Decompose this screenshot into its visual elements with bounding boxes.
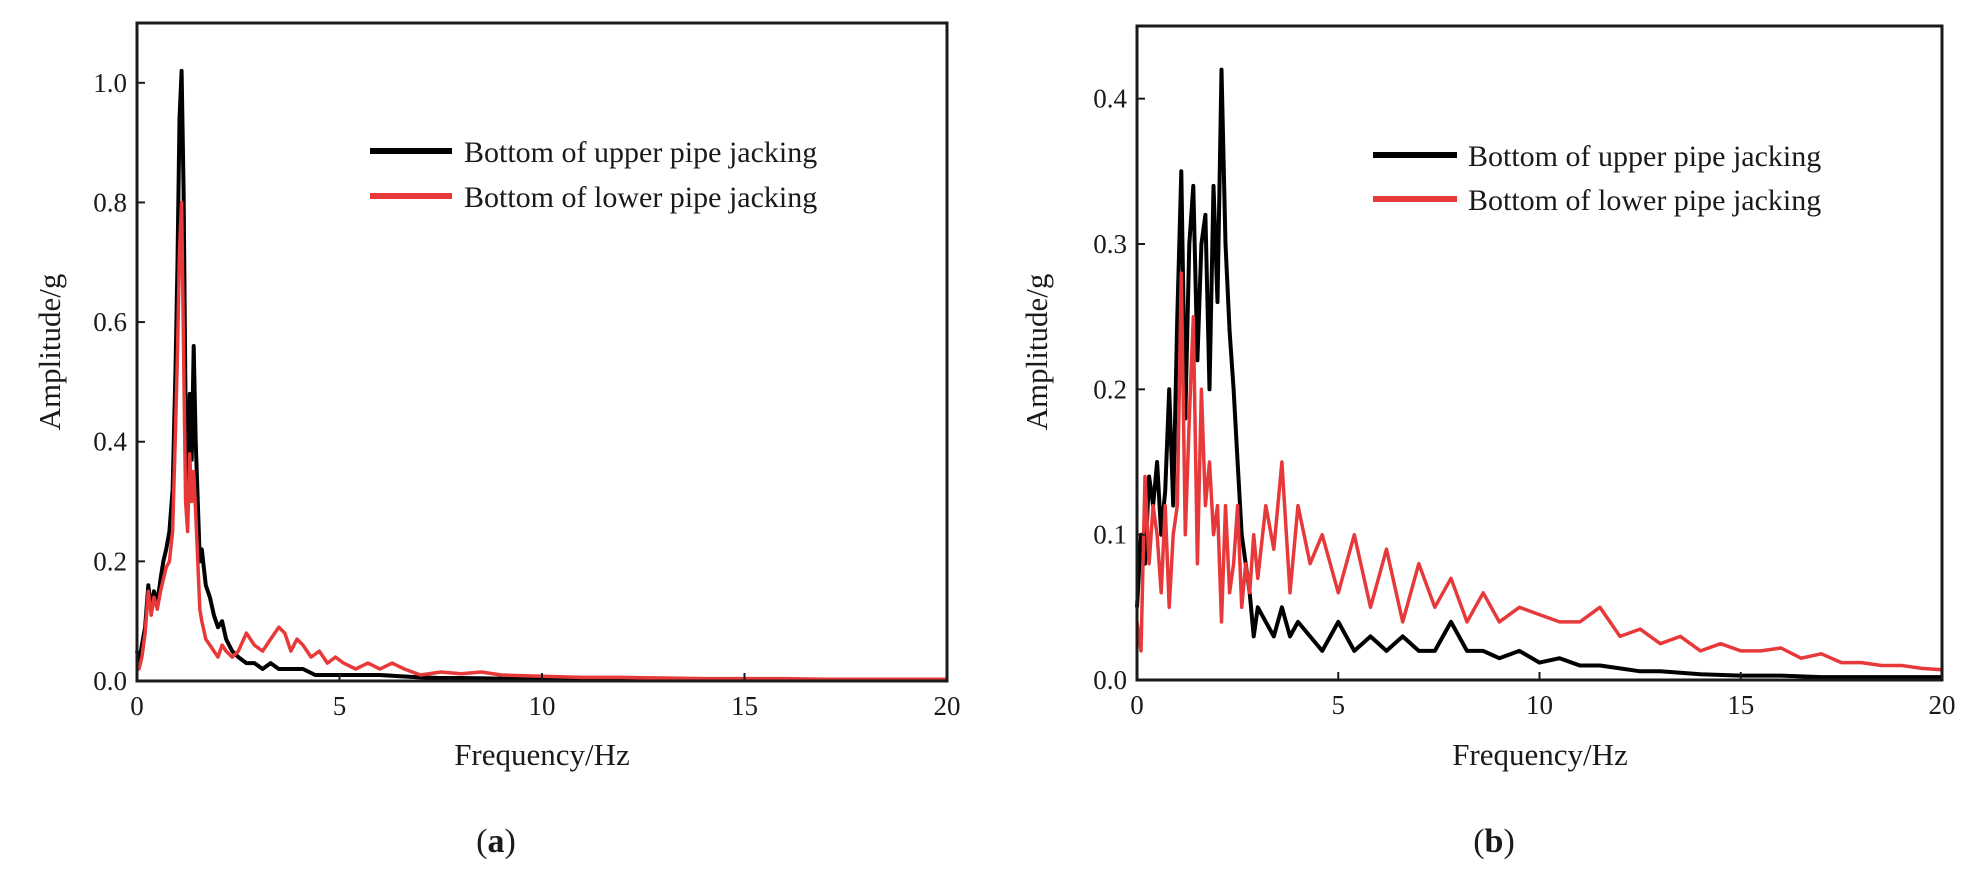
x-tick-label: 10: [1526, 690, 1553, 720]
x-tick-label: 15: [1727, 690, 1754, 720]
chart-panel-a: 0 5 10 15 20 0.0 0.2 0.4 0.6 0.8 1.0 Frequency/Hz…: [32, 21, 961, 860]
y-tick-label: 0.1: [1093, 520, 1127, 550]
y-tick-label: 0.3: [1093, 229, 1127, 259]
legend-label-lower: Bottom of lower pipe jacking: [464, 181, 817, 214]
x-tick-label: 0: [1130, 690, 1144, 720]
y-axis-title: Amplitude/g: [32, 274, 67, 431]
legend-label-upper: Bottom of upper pipe jacking: [1468, 140, 1821, 173]
plot-series-group: [135, 68, 947, 682]
y-tick-label: 0.6: [93, 307, 127, 337]
y-tick-label: 0.4: [1093, 84, 1127, 114]
x-tick-label: 5: [333, 691, 347, 721]
x-axis-title: Frequency/Hz: [454, 737, 630, 772]
x-tick-label: 15: [731, 691, 758, 721]
x-tick-label: 5: [1332, 690, 1346, 720]
y-tick-label: 0.2: [1093, 374, 1127, 404]
y-tick-label: 0.0: [93, 666, 127, 696]
panel-caption-a: (a): [476, 823, 516, 860]
x-axis-title: Frequency/Hz: [1452, 737, 1628, 772]
plot-frame: [135, 21, 949, 683]
y-axis-title: Amplitude/g: [1019, 274, 1054, 431]
series-line-upper: [135, 68, 947, 682]
legend-label-lower: Bottom of lower pipe jacking: [1468, 184, 1821, 217]
chart-panel-b: 0 5 10 15 20 0.0 0.1 0.2 0.3 0.4 Frequency/Hz Am…: [1019, 24, 1956, 860]
y-tick-label: 0.2: [93, 546, 127, 576]
x-tick-label: 0: [130, 691, 144, 721]
y-axis-ticks: 0.0 0.1 0.2 0.3 0.4: [1093, 84, 1145, 695]
y-tick-label: 1.0: [93, 68, 127, 98]
x-tick-label: 20: [934, 691, 961, 721]
x-axis-ticks: 0 5 10 15 20: [1130, 672, 1956, 720]
series-line-lower: [135, 200, 947, 681]
x-tick-label: 10: [529, 691, 556, 721]
plot-frame: [1135, 24, 1944, 682]
x-axis-ticks: 0 5 10 15 20: [130, 673, 961, 721]
plot-series-group: [1135, 67, 1943, 680]
panel-caption-b: (b): [1473, 823, 1515, 860]
legend: Bottom of upper pipe jacking Bottom of l…: [370, 136, 817, 214]
legend-label-upper: Bottom of upper pipe jacking: [464, 136, 817, 169]
y-tick-label: 0.8: [93, 187, 127, 217]
series-line-upper: [1135, 67, 1942, 680]
y-axis-ticks: 0.0 0.2 0.4 0.6 0.8 1.0: [93, 68, 145, 696]
x-tick-label: 20: [1929, 690, 1956, 720]
y-tick-label: 0.4: [93, 427, 127, 457]
legend: Bottom of upper pipe jacking Bottom of l…: [1373, 140, 1821, 217]
series-line-lower: [1135, 271, 1943, 672]
y-tick-label: 0.0: [1093, 665, 1127, 695]
